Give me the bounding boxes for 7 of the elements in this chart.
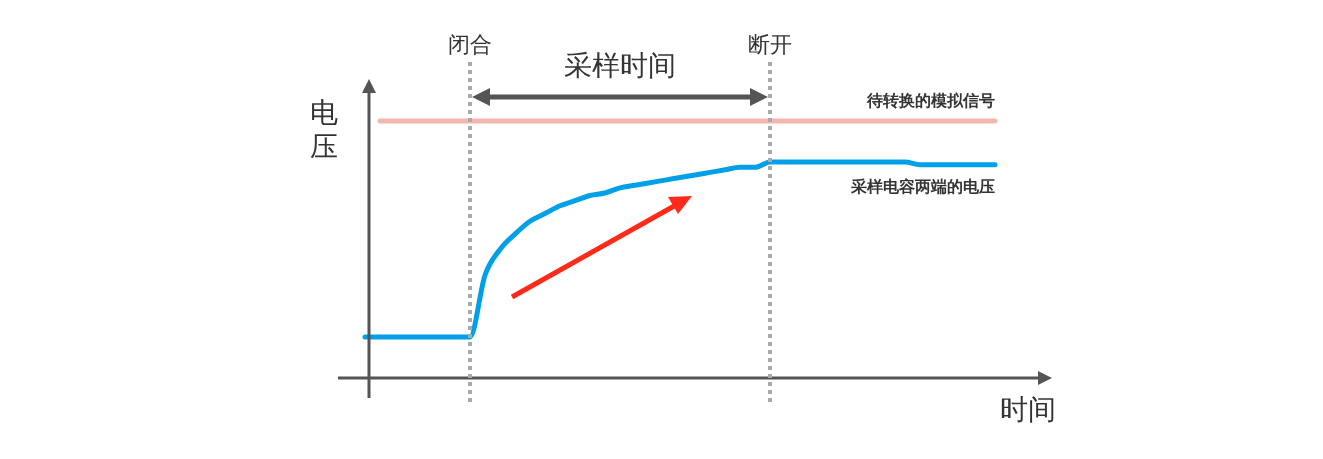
text: 闭合 (448, 32, 492, 57)
series-label: 待转换的模拟信号 (866, 92, 995, 109)
y-axis-title: 电压 (309, 96, 338, 162)
text: 采样时间 (564, 50, 676, 81)
x-axis-title: 时间 (999, 393, 1056, 425)
series-label: 采样电容两端的电压 (850, 176, 995, 195)
text: 断开 (748, 32, 792, 57)
